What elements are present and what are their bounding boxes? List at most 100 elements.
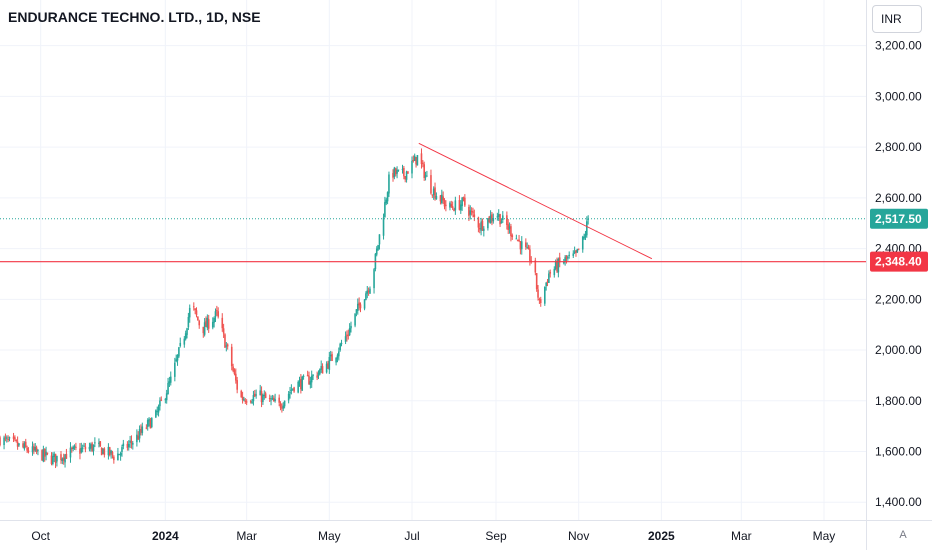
candle-body xyxy=(510,226,512,237)
y-tick-label: 2,800.00 xyxy=(875,140,922,154)
candle-body xyxy=(553,268,556,276)
candle-body xyxy=(155,410,157,418)
candle-body xyxy=(477,217,480,228)
candle-body xyxy=(529,249,531,261)
candle-body xyxy=(253,393,256,397)
candle-body xyxy=(302,375,305,377)
candle-body xyxy=(279,403,282,408)
candle-body xyxy=(338,351,340,357)
time-axis[interactable]: Oct 2024 Mar May Jul Sep Nov 2025 Mar May xyxy=(31,529,835,543)
candle-body xyxy=(458,200,461,210)
candle-body xyxy=(468,206,470,216)
candle-body xyxy=(439,195,442,202)
candle-body xyxy=(138,428,141,439)
y-tick-label: 2,000.00 xyxy=(875,343,922,357)
candle-body xyxy=(369,288,371,294)
candle-body xyxy=(107,446,110,456)
candle-body xyxy=(310,375,313,383)
candle-body xyxy=(216,310,218,312)
candle-body xyxy=(56,455,58,462)
candle-body xyxy=(205,320,207,327)
candle-body xyxy=(556,261,558,272)
candle-body xyxy=(420,153,423,164)
candle-body xyxy=(301,376,304,391)
candle-body xyxy=(274,399,276,401)
x-tick-label: Mar xyxy=(731,529,752,543)
price-axis[interactable]: 1,400.00 1,600.00 1,800.00 2,000.00 2,200.00… xyxy=(875,39,922,510)
candle-body xyxy=(14,437,16,440)
candle-body xyxy=(312,374,314,376)
candle-body xyxy=(416,155,419,166)
candle-body xyxy=(217,311,219,317)
support-price-badge: 2,348.40 xyxy=(870,251,928,272)
candle-body xyxy=(451,206,454,208)
currency-selector[interactable]: INR xyxy=(872,5,922,33)
candle-body xyxy=(586,221,588,236)
candle-body xyxy=(92,444,95,452)
candle-body xyxy=(37,449,39,451)
candle-body xyxy=(424,175,427,178)
candle-body xyxy=(245,401,248,403)
candle-body xyxy=(576,248,579,253)
support-price-badge-bg xyxy=(870,251,928,272)
candle-body xyxy=(108,447,111,456)
candle-body xyxy=(243,399,245,401)
candle-body xyxy=(46,452,49,454)
candle-body xyxy=(320,366,322,370)
candle-body xyxy=(15,440,18,442)
candle-body xyxy=(64,454,66,463)
candle-body xyxy=(527,247,530,250)
candle-body xyxy=(487,218,489,229)
candle-body xyxy=(126,443,129,448)
x-tick-label: May xyxy=(813,529,836,543)
candle-body xyxy=(225,345,228,347)
candle-body xyxy=(290,389,293,391)
candle-body xyxy=(81,447,84,450)
candle-body xyxy=(236,380,238,390)
candle-body xyxy=(62,457,65,461)
candle-body xyxy=(103,448,106,455)
candle-body xyxy=(202,326,205,334)
candle-body xyxy=(233,369,236,374)
candle-body xyxy=(165,393,168,401)
candle-body xyxy=(386,192,389,202)
candle-body xyxy=(491,214,493,220)
candle-body xyxy=(525,242,527,248)
candle-body xyxy=(526,247,528,249)
candle-body xyxy=(415,157,417,165)
auto-scale-button[interactable]: A xyxy=(899,529,907,541)
candle-body xyxy=(453,209,455,212)
candle-body xyxy=(118,454,121,456)
candle-body xyxy=(554,261,557,270)
candle-body xyxy=(581,236,584,250)
candle-body xyxy=(222,328,225,334)
candle-body xyxy=(412,160,415,162)
candle-body xyxy=(26,447,28,451)
candle-body xyxy=(441,194,443,203)
candle-body xyxy=(393,167,396,178)
candle-body xyxy=(54,453,57,463)
x-tick-label: Sep xyxy=(485,529,507,543)
x-tick-label: Mar xyxy=(236,529,257,543)
candle-body xyxy=(71,447,73,449)
symbol-title[interactable]: ENDURANCE TECHNO. LTD., 1D, NSE xyxy=(8,9,261,25)
candle-body xyxy=(157,406,160,413)
candle-body xyxy=(50,455,53,464)
candle-body xyxy=(174,362,176,377)
candle-body xyxy=(473,214,476,218)
candle-body xyxy=(309,381,312,385)
candle-body xyxy=(226,344,229,347)
descending-trendline xyxy=(418,142,653,260)
candle-body xyxy=(251,401,253,403)
candle-body xyxy=(356,303,359,311)
candle-body xyxy=(141,426,144,434)
candle-body xyxy=(358,302,360,306)
candle-body xyxy=(287,393,290,401)
candle-body xyxy=(344,336,347,342)
candle-body xyxy=(176,354,179,361)
candle-body xyxy=(442,196,444,201)
candle-body xyxy=(207,319,210,329)
x-tick-label: May xyxy=(318,529,341,543)
candle-body xyxy=(244,400,247,402)
